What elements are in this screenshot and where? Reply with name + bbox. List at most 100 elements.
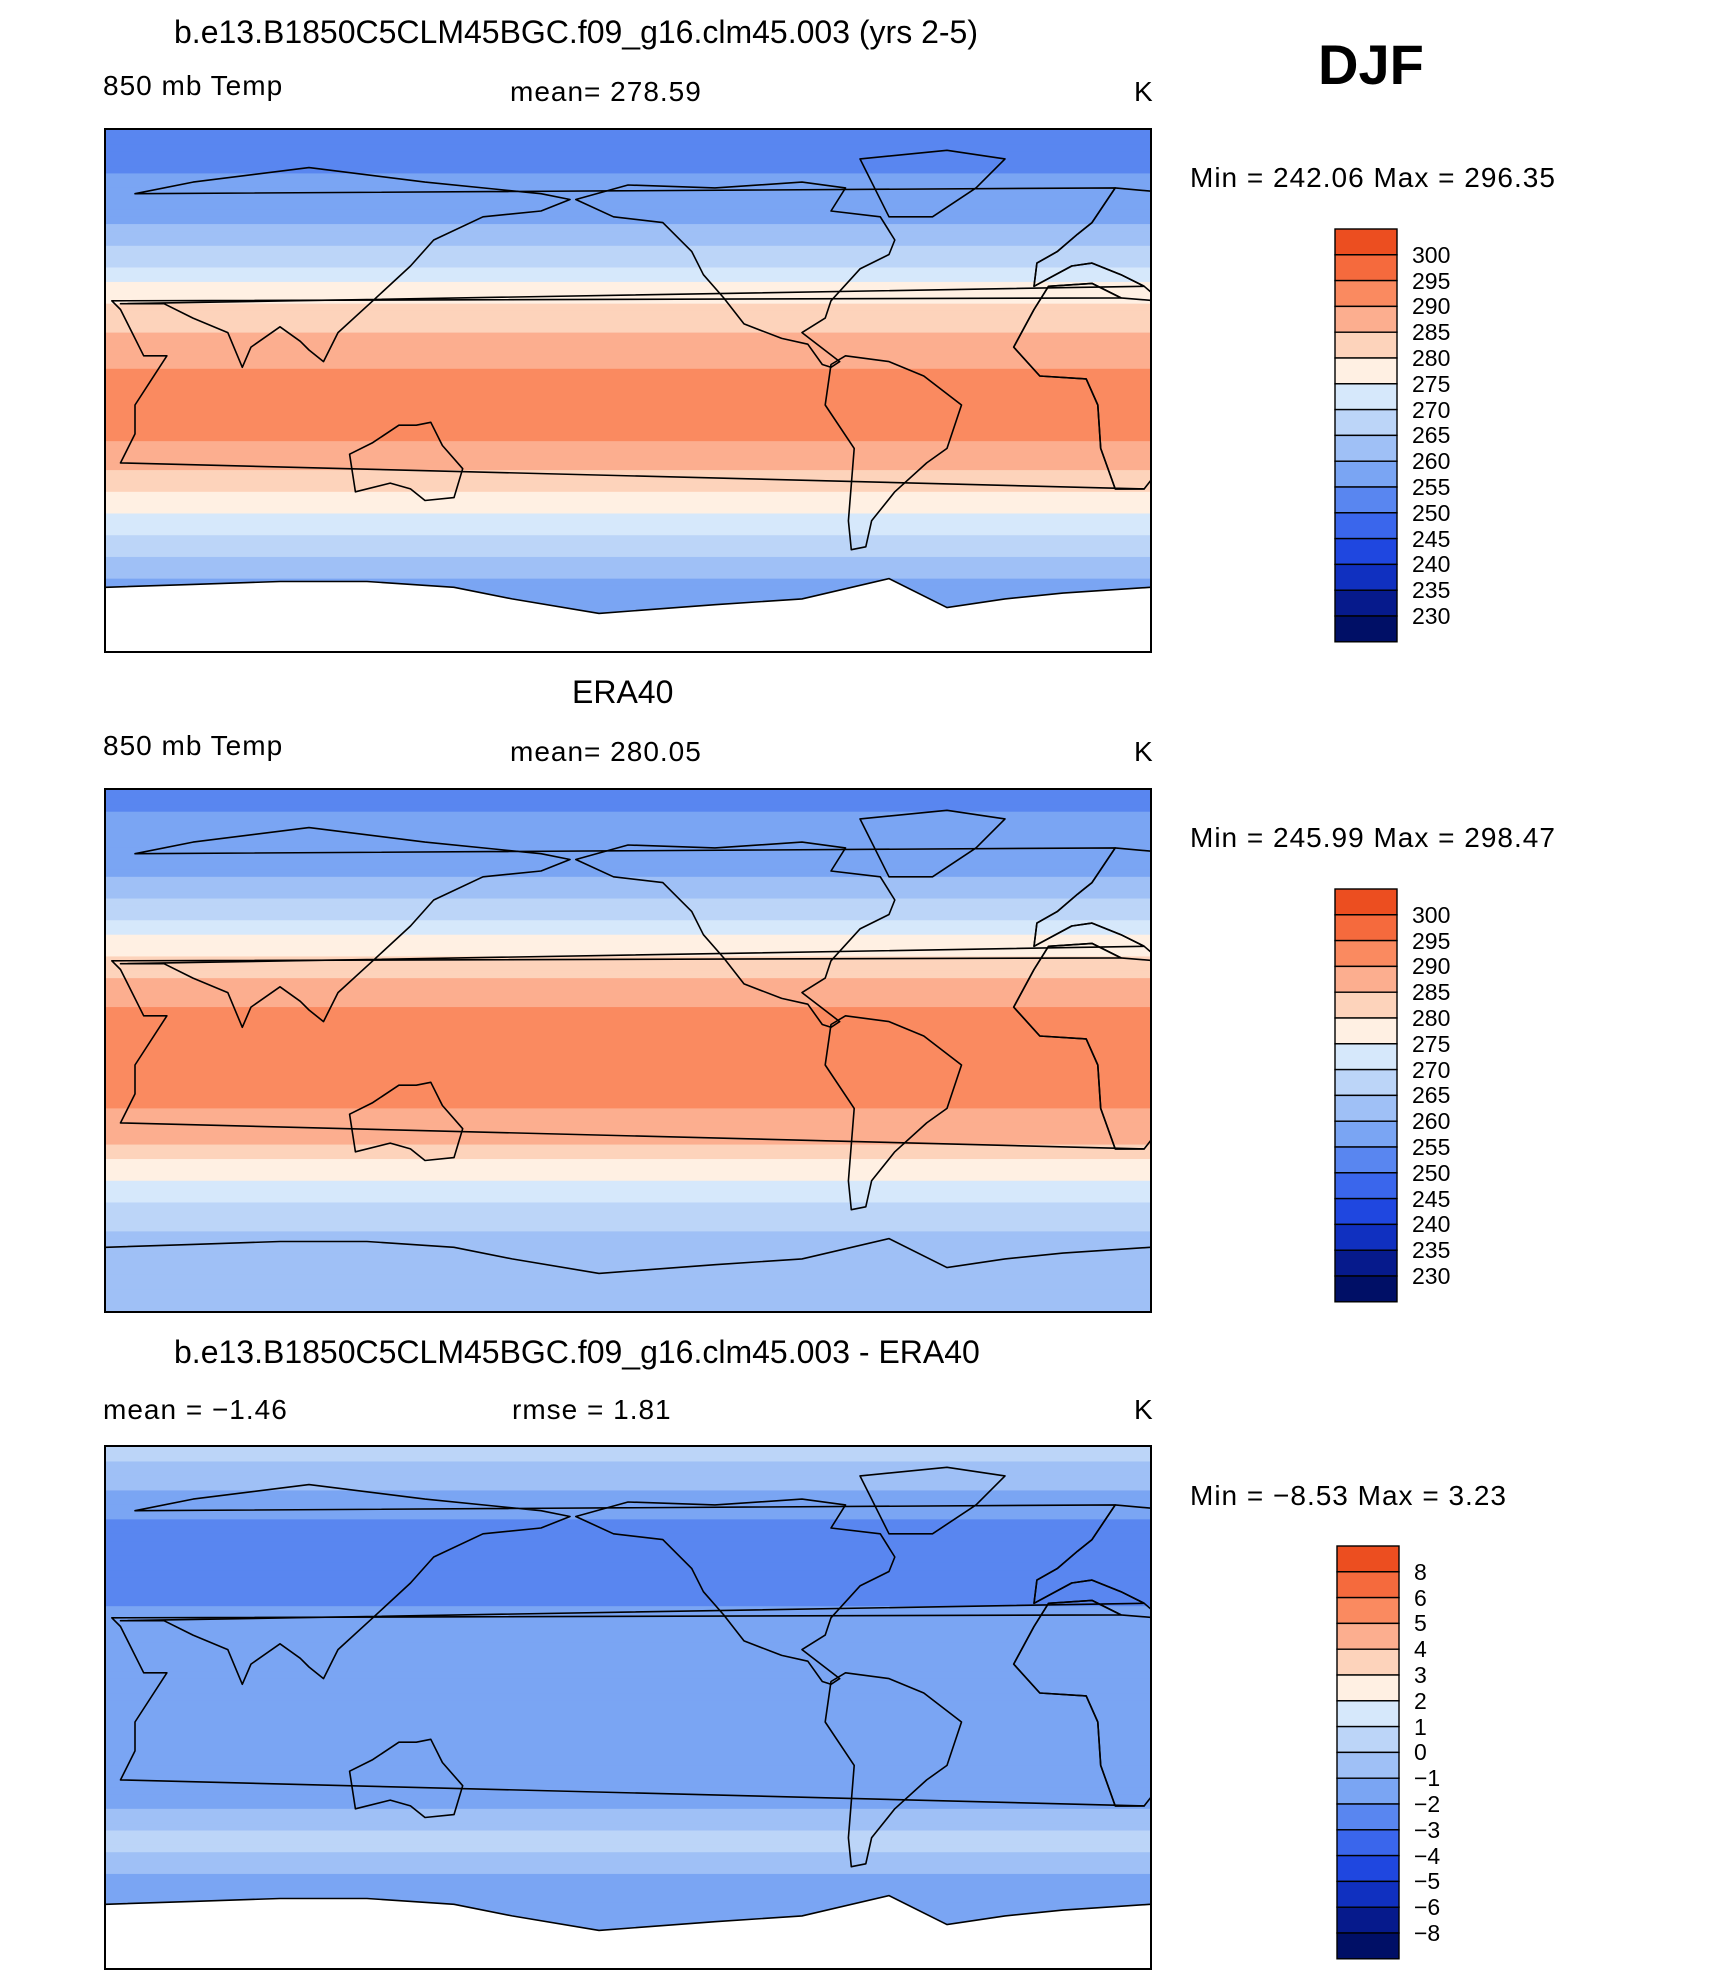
colorbar-tick-label: 5	[1414, 1610, 1427, 1637]
zonal-band	[106, 556, 1150, 565]
panel-3-rmse-label: rmse = 1.81	[512, 1394, 672, 1425]
colorbar-swatch	[1334, 1223, 1398, 1251]
zonal-band	[106, 1823, 1150, 1832]
panel-2-map	[104, 788, 1152, 1313]
colorbar-swatch	[1336, 1777, 1400, 1805]
zonal-band	[106, 1656, 1150, 1665]
zonal-band	[106, 1685, 1150, 1694]
colorbar-tick-label: 280	[1412, 1005, 1451, 1031]
colorbar-tick-label: 275	[1412, 370, 1451, 397]
colorbar-swatch	[1334, 228, 1398, 256]
colorbar-swatch	[1334, 1146, 1398, 1174]
zonal-band	[106, 1202, 1150, 1211]
zonal-band	[106, 1014, 1150, 1023]
zonal-band	[106, 1483, 1150, 1492]
zonal-band	[106, 1765, 1150, 1774]
panel-1-map	[104, 128, 1152, 653]
samerica-outline	[824, 1672, 963, 1868]
zonal-band	[106, 1787, 1150, 1795]
zonal-band	[106, 1180, 1150, 1189]
colorbar-swatch	[1334, 1043, 1398, 1071]
zonal-band	[106, 1454, 1150, 1463]
zonal-band	[106, 426, 1150, 435]
zonal-band	[106, 433, 1150, 442]
australia-outline	[348, 1738, 464, 1819]
zonal-band	[106, 1779, 1150, 1788]
zonal-band	[106, 1195, 1150, 1204]
colorbar-swatch	[1334, 383, 1398, 411]
colorbar-swatch	[1336, 1571, 1400, 1599]
zonal-band	[106, 195, 1150, 203]
zonal-band	[106, 1801, 1150, 1810]
zonal-band	[106, 1671, 1150, 1680]
colorbar-tick-label: 3	[1414, 1662, 1427, 1688]
zonal-band	[106, 542, 1150, 551]
panel-3-map	[104, 1445, 1152, 1970]
zonal-band	[106, 949, 1150, 958]
australia-outline	[348, 1081, 464, 1162]
zonal-band	[106, 941, 1150, 950]
zonal-band	[106, 318, 1150, 326]
zonal-band	[106, 811, 1150, 820]
panel-1-map-field	[106, 130, 1150, 651]
zonal-band	[106, 173, 1150, 182]
colorbar-swatch	[1334, 589, 1398, 617]
zonal-band	[106, 1620, 1150, 1629]
colorbar-tick-label: −8	[1414, 1920, 1441, 1946]
colorbar-swatch	[1334, 512, 1398, 540]
zonal-band	[106, 1714, 1150, 1723]
zonal-band	[106, 1606, 1150, 1615]
zonal-band	[106, 1598, 1150, 1607]
colorbar-swatch	[1336, 1751, 1400, 1779]
zonal-band	[106, 325, 1150, 334]
zonal-band	[106, 1736, 1150, 1745]
colorbar-swatch	[1334, 1249, 1398, 1277]
colorbar-tick-label: −6	[1414, 1894, 1441, 1921]
zonal-band	[106, 1910, 1150, 1918]
colorbar-tick-label: 265	[1412, 422, 1451, 449]
zonal-band	[106, 397, 1150, 406]
colorbar-tick-label: 255	[1412, 1134, 1451, 1160]
zonal-band	[106, 412, 1150, 421]
colorbar-tick-label: 295	[1412, 927, 1451, 954]
australia-outline	[348, 421, 464, 502]
zonal-band	[106, 1260, 1150, 1269]
zonal-band	[106, 1057, 1150, 1066]
colorbar-tick-label: −5	[1414, 1868, 1441, 1895]
panel-3-units-label: K	[1134, 1394, 1154, 1425]
panel-3-title: b.e13.B1850C5CLM45BGC.f09_g16.clm45.003 …	[174, 1334, 980, 1370]
zonal-band	[106, 470, 1150, 478]
colorbar-tick-label: 300	[1412, 241, 1451, 268]
colorbar-swatch	[1336, 1803, 1400, 1831]
season-label: DJF	[1318, 33, 1424, 96]
panel-1-mean-label: mean= 278.59	[510, 76, 702, 107]
zonal-band	[106, 549, 1150, 558]
zonal-band	[106, 484, 1150, 493]
zonal-band	[106, 1043, 1150, 1052]
colorbar-tick-label: 240	[1412, 551, 1451, 578]
zonal-band	[106, 202, 1150, 211]
zonal-band	[106, 1816, 1150, 1824]
zonal-band	[106, 260, 1150, 269]
zonal-band	[106, 1468, 1150, 1477]
colorbar-tick-label: 245	[1412, 1185, 1451, 1212]
colorbar-swatch	[1334, 965, 1398, 993]
panel-2-minmax: Min = 245.99 Max = 298.47	[1190, 822, 1556, 853]
samerica-outline	[824, 1015, 963, 1211]
zonal-band	[106, 441, 1150, 449]
colorbar-swatch	[1334, 914, 1398, 942]
colorbar-tick-label: −3	[1414, 1816, 1441, 1843]
colorbar-swatch	[1336, 1829, 1400, 1857]
colorbar-swatch	[1334, 1197, 1398, 1226]
colorbar-tick-label: −2	[1414, 1791, 1441, 1817]
colorbar-tick-label: 290	[1412, 293, 1451, 320]
zonal-band	[106, 1577, 1150, 1586]
zonal-band	[106, 1635, 1150, 1643]
zonal-band	[106, 1772, 1150, 1781]
colorbar-tick-label: 275	[1412, 1030, 1451, 1057]
colorbar-swatch	[1334, 357, 1398, 385]
zonal-band	[106, 1028, 1150, 1037]
colorbar-tick-label: 290	[1412, 953, 1451, 980]
zonal-band	[106, 1866, 1150, 1875]
eurasia-outline	[119, 1483, 1145, 1686]
